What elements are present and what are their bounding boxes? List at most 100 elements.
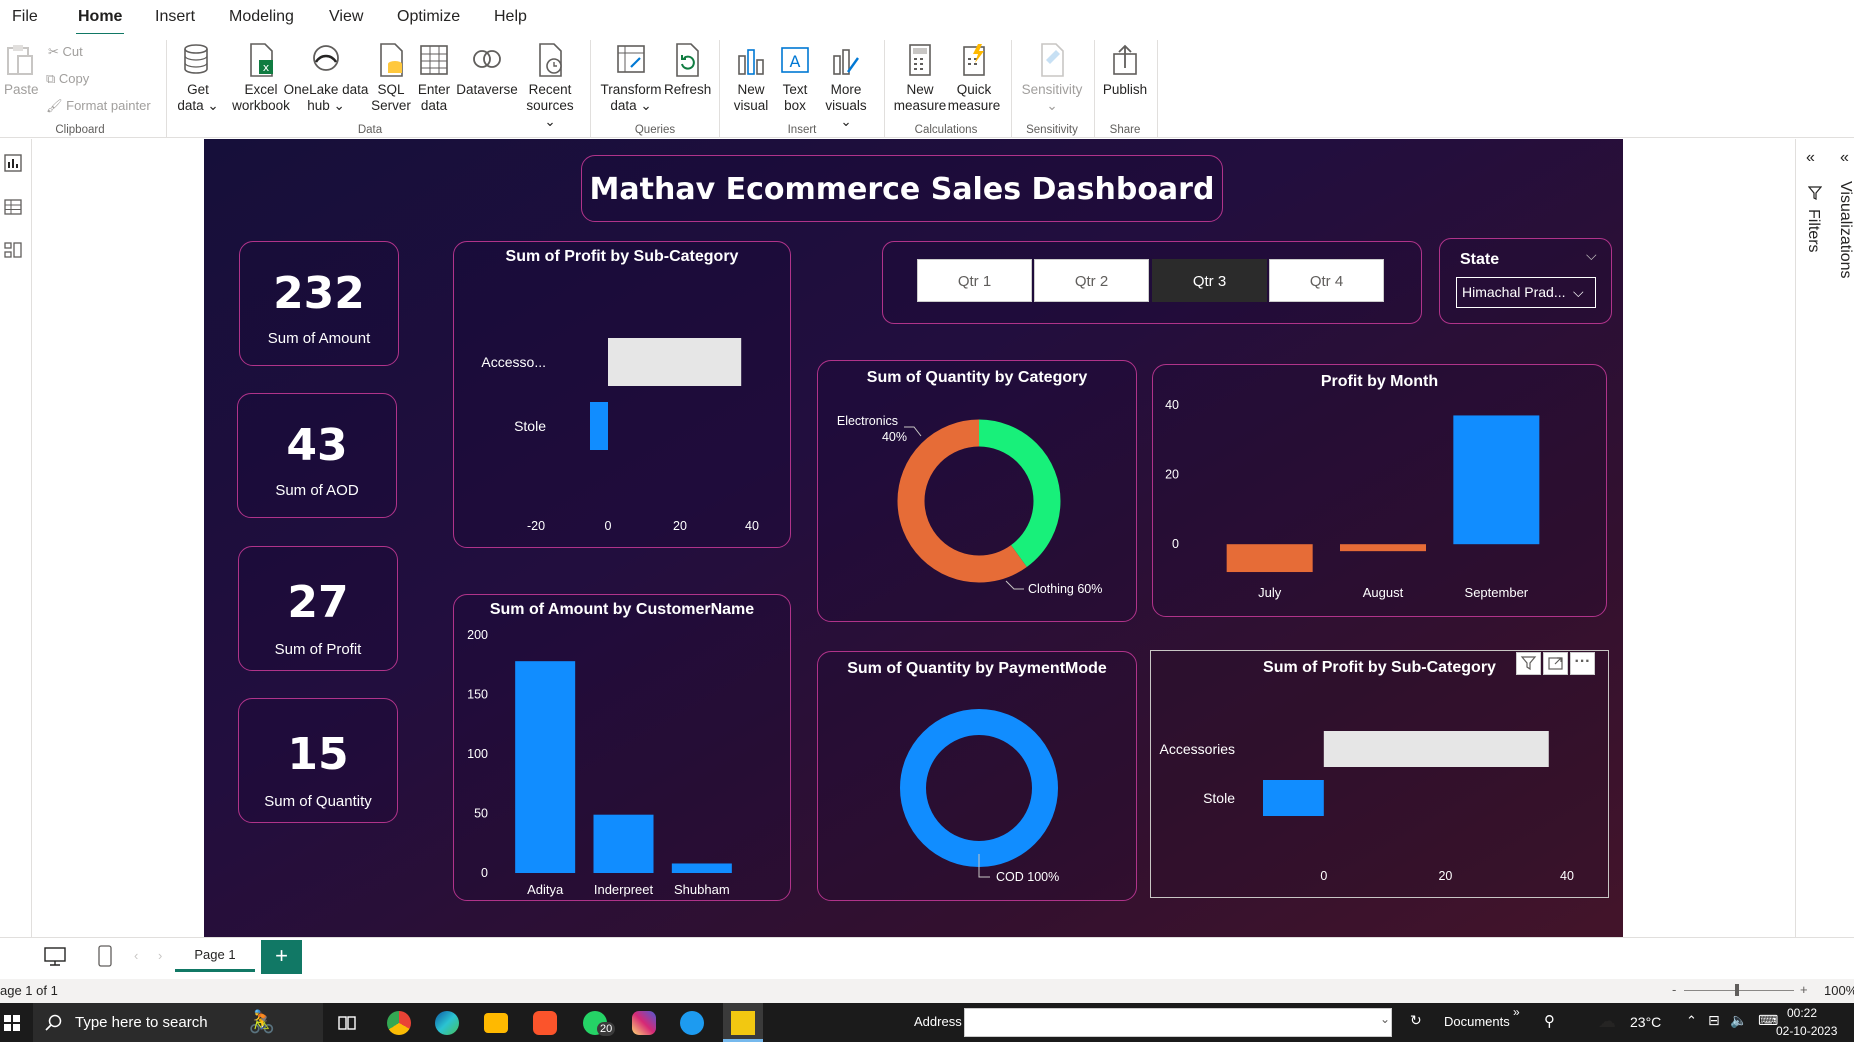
toolbar-expand-icon[interactable]: » xyxy=(1513,1005,1520,1019)
zoom-slider-thumb[interactable] xyxy=(1735,984,1739,996)
chart-profit-by-subcategory[interactable]: Sum of Profit by Sub-Category Accesso...… xyxy=(453,241,791,548)
kpi-card-aod[interactable]: 43 Sum of AOD xyxy=(237,393,397,518)
volume-icon[interactable]: 🔈 xyxy=(1730,1012,1748,1028)
recent-sources-button[interactable]: Recent sources ⌄ xyxy=(520,42,580,130)
copy-button[interactable]: ⧉ Copy xyxy=(46,71,90,86)
new-measure-button[interactable]: New measure xyxy=(893,42,947,114)
new-visual-button[interactable]: New visual xyxy=(730,42,772,114)
task-view-icon[interactable] xyxy=(338,1014,356,1032)
instagram-icon[interactable] xyxy=(632,1011,656,1035)
quarter-button-1[interactable]: Qtr 1 xyxy=(917,259,1032,302)
chart-quantity-by-category[interactable]: Sum of Quantity by Category Electronics 4… xyxy=(817,360,1137,622)
windows-start-icon[interactable] xyxy=(4,1015,20,1031)
kpi-label: Sum of Quantity xyxy=(264,793,372,810)
chart-title: Profit by Month xyxy=(1320,373,1439,390)
zoom-out-icon[interactable]: - xyxy=(1672,982,1677,997)
enter-data-label-2: data xyxy=(420,98,448,113)
add-page-button[interactable]: + xyxy=(261,940,302,974)
transform-data-button[interactable]: Transform data ⌄ xyxy=(600,42,662,114)
menu-view[interactable]: View xyxy=(329,8,364,25)
chart-svg: Aditya Inderpreet Shubham 200 150 100 50 0 xyxy=(467,628,732,897)
edge-icon[interactable] xyxy=(435,1011,459,1035)
network-icon[interactable]: ⊟ xyxy=(1708,1012,1720,1028)
previous-page-icon[interactable]: ‹ xyxy=(134,948,139,963)
chart-plot-area: COD 100% xyxy=(818,652,1138,902)
menu-help[interactable]: Help xyxy=(494,8,527,25)
temperature: 23°C xyxy=(1630,1014,1662,1030)
sensitivity-button[interactable]: Sensitivity ⌄ xyxy=(1020,42,1084,114)
group-label-data: Data xyxy=(357,124,383,136)
weather-icon[interactable]: ☁ xyxy=(1598,1011,1616,1031)
dataverse-button[interactable]: Dataverse xyxy=(456,42,518,98)
format-painter-button[interactable]: 🖌 Format painter xyxy=(46,98,151,113)
model-view-icon[interactable] xyxy=(4,241,22,259)
slice-label: Electronics xyxy=(837,414,898,428)
onelake-button[interactable]: OneLake data hub ⌄ xyxy=(283,42,369,114)
visualizations-pane-tab[interactable]: Visualizations xyxy=(1837,181,1854,279)
paste-button[interactable]: Paste xyxy=(4,42,39,98)
chart-profit-by-month[interactable]: Profit by Month July August September 40 20 0 xyxy=(1152,364,1607,617)
category-label: Accessories xyxy=(1160,741,1235,757)
get-data-button[interactable]: Get data ⌄ xyxy=(176,42,220,114)
people-icon[interactable]: ⚲ xyxy=(1544,1013,1555,1030)
desktop-layout-icon[interactable] xyxy=(44,947,66,967)
tab-page-1[interactable]: Page 1 xyxy=(175,938,255,972)
text-box-button[interactable]: A Text box xyxy=(776,42,814,114)
quarter-button-3[interactable]: Qtr 3 xyxy=(1152,259,1267,302)
brave-icon[interactable] xyxy=(533,1011,557,1035)
file-explorer-icon[interactable] xyxy=(484,1013,508,1033)
report-view-icon[interactable] xyxy=(4,154,22,172)
menu-modeling[interactable]: Modeling xyxy=(229,8,294,25)
collapse-chevron-icon[interactable]: « xyxy=(1806,149,1815,166)
refresh-icon[interactable]: ↻ xyxy=(1410,1012,1422,1028)
zoom-in-icon[interactable]: + xyxy=(1800,982,1808,997)
enter-data-button[interactable]: Enter data xyxy=(414,42,454,114)
bar xyxy=(1453,415,1540,545)
chart-amount-by-customer[interactable]: Sum of Amount by CustomerName Aditya Inde… xyxy=(453,594,791,901)
chart-profit-by-subcategory-selected[interactable]: Sum of Profit by Sub-Category ··· Access… xyxy=(1150,650,1609,898)
ribbon-separator xyxy=(884,40,885,138)
chart-quantity-by-paymentmode[interactable]: Sum of Quantity by PaymentMode COD 100% xyxy=(817,651,1137,901)
taskbar-search-box[interactable]: Type here to search 🚴 xyxy=(33,1003,323,1042)
table-view-icon[interactable] xyxy=(4,198,22,216)
refresh-button[interactable]: Refresh xyxy=(664,42,711,98)
page-tabs-bar: ‹ › Page 1 + xyxy=(0,937,1854,979)
quarter-button-2[interactable]: Qtr 2 xyxy=(1034,259,1149,302)
tray-chevron-icon[interactable]: ⌃ xyxy=(1686,1013,1697,1028)
publish-button[interactable]: Publish xyxy=(1100,42,1150,98)
chart-title: Sum of Profit by Sub-Category xyxy=(505,248,739,265)
more-options-icon[interactable]: ··· xyxy=(1570,652,1595,675)
next-page-icon[interactable]: › xyxy=(158,948,163,963)
menu-insert[interactable]: Insert xyxy=(155,8,196,25)
menu-file[interactable]: File xyxy=(12,8,38,25)
collapse-chevron-icon[interactable]: « xyxy=(1840,149,1849,166)
menu-home[interactable]: Home xyxy=(75,8,125,36)
kpi-card-profit[interactable]: 27 Sum of Profit xyxy=(238,546,398,671)
chevron-down-icon[interactable]: ⌵ xyxy=(1586,247,1597,263)
kpi-card-amount[interactable]: 232 Sum of Amount xyxy=(239,241,399,366)
focus-mode-icon[interactable] xyxy=(1543,652,1568,675)
dashboard-title-card: Mathav Ecommerce Sales Dashboard xyxy=(581,155,1223,222)
cut-button[interactable]: ✂ Cut xyxy=(48,44,83,59)
recent-sources-icon xyxy=(539,43,562,77)
menu-optimize[interactable]: Optimize xyxy=(397,8,461,25)
quick-measure-button[interactable]: Quick measure xyxy=(947,42,1001,114)
paste-icon xyxy=(7,45,33,75)
filters-pane-tab[interactable]: Filters xyxy=(1805,209,1822,253)
state-dropdown[interactable]: Himachal Prad... ⌵ xyxy=(1456,277,1596,308)
address-input[interactable]: ⌄ xyxy=(964,1008,1392,1037)
keyboard-icon[interactable]: ⌨ xyxy=(1758,1012,1779,1028)
kpi-card-quantity[interactable]: 15 Sum of Quantity xyxy=(238,698,398,823)
more-visuals-button[interactable]: More visuals ⌄ xyxy=(818,42,874,130)
documents-toolbar[interactable]: Documents xyxy=(1444,1014,1510,1029)
powerbi-taskbar-button[interactable] xyxy=(723,1003,763,1042)
twitter-icon[interactable] xyxy=(680,1011,704,1035)
windows-taskbar: Type here to search 🚴 20 Address ⌄ ↻ Doc… xyxy=(0,1003,1854,1042)
filter-icon[interactable] xyxy=(1516,652,1541,675)
chrome-icon[interactable] xyxy=(387,1011,411,1035)
excel-workbook-button[interactable]: x Excel workbook xyxy=(232,42,290,114)
zoom-slider[interactable] xyxy=(1684,990,1794,991)
sql-server-button[interactable]: SQL Server xyxy=(370,42,412,114)
quarter-button-4[interactable]: Qtr 4 xyxy=(1269,259,1384,302)
mobile-layout-icon[interactable] xyxy=(98,945,112,967)
